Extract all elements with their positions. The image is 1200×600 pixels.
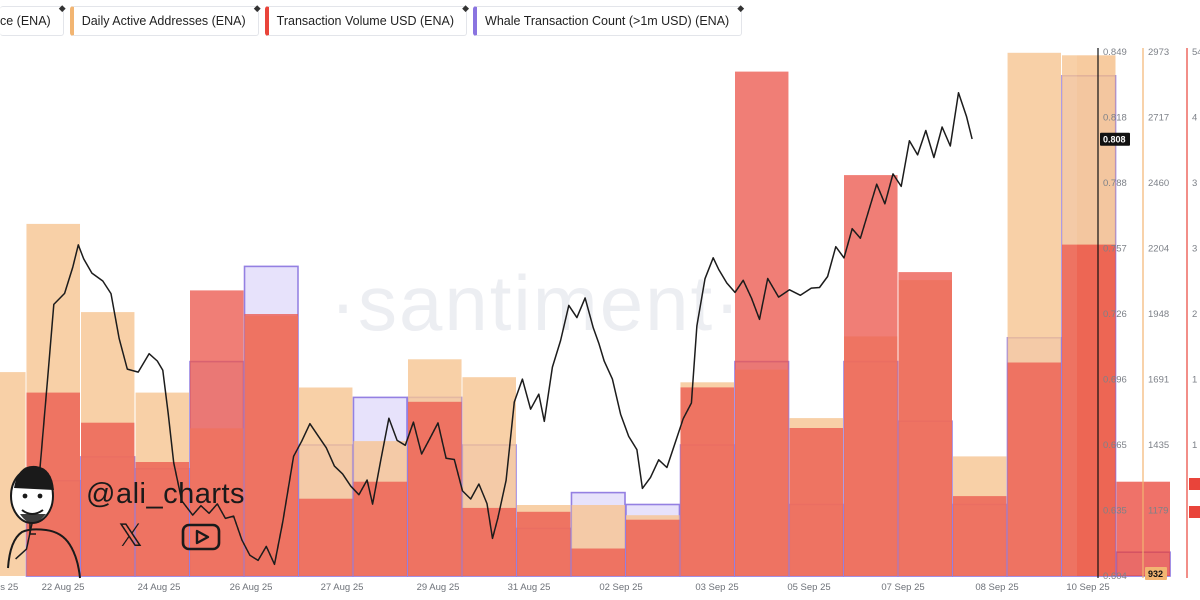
x-axis-tick: 24 Aug 25 [138,582,181,593]
bar-vol [626,519,680,576]
volume-axis-tick: 4 [1192,113,1197,124]
legend-item[interactable]: Daily Active Addresses (ENA) ◆ [69,3,261,36]
ethereum-icon: ◆ [58,3,66,13]
price-axis-tick: 0.849 [1103,47,1127,58]
bar-vol [353,481,407,576]
bar-vol [789,428,843,576]
legend: ce (ENA) ◆ Daily Active Addresses (ENA) ◆ Tr… [0,3,745,36]
price-current-badge [1100,132,1130,146]
avatar-illustration [7,465,81,579]
legend-label: Transaction Volume USD (ENA) [276,14,455,28]
ethereum-icon: ◆ [462,3,470,13]
daa-axis-tick: 1179 [1148,506,1168,517]
watermark: ·santiment· [330,259,742,347]
bar-vol [571,548,625,576]
price-layer [15,92,973,566]
daa-axis-tick: 2717 [1148,113,1169,124]
ethereum-icon: ◆ [737,3,745,13]
ethereum-icon: ◆ [253,3,261,13]
daa-axis-tick: 1435 [1148,440,1169,451]
legend-item[interactable]: Whale Transaction Count (>1m USD) (ENA) ◆ [473,3,745,36]
x-axis-tick: 10 Sep 25 [1066,582,1109,593]
youtube-icon [181,523,221,551]
x-icon: 𝕏 [118,518,143,553]
bar-vol [1007,362,1061,576]
bar-vol [844,175,898,576]
bar-vol [135,462,189,576]
bar-vol [898,272,952,576]
axes-layer: 0.849 0.818 0.788 0.757 0.726 0.696 0.665 0.635… [0,47,1200,593]
daa-axis-tick: 1691 [1148,375,1169,386]
bar-texture [0,52,1077,576]
x-axis-tick: 26 Aug 25 [230,582,273,593]
daa-axis-tick: 2204 [1148,244,1169,255]
x-axis-tick: 22 Aug 25 [42,582,85,593]
bars-layer [0,52,1171,577]
price-axis-tick: 0.604 [1103,571,1127,582]
volume-axis-tick: 3 [1192,244,1197,255]
x-axis-tick: 27 Aug 25 [321,582,364,593]
legend-label: ce (ENA) [0,14,51,28]
x-axis-tick: 31 Aug 25 [508,582,551,593]
x-axis-tick: 02 Sep 25 [599,582,642,593]
bar-vol [680,387,734,576]
daa-current-badge [1145,567,1167,580]
bar-vol [953,496,1007,576]
volume-axis-tick: 54 [1192,47,1200,58]
daa-axis-tick: 2973 [1148,47,1169,58]
legend-item[interactable]: Transaction Volume USD (ENA) ◆ [264,3,470,36]
x-axis-tick: 29 Aug 25 [417,582,460,593]
bar-vol [735,71,789,576]
daa-axis-tick: 1948 [1148,309,1169,320]
legend-label: Whale Transaction Count (>1m USD) (ENA) [485,14,730,28]
x-axis-tick: 03 Sep 25 [695,582,738,593]
price-line [15,92,973,566]
volume-current-badge [1189,478,1200,490]
bar-vol [81,422,135,576]
bar-vol [1062,244,1116,576]
volume-axis-tick: 1 [1192,440,1197,451]
bar-vol [190,290,244,576]
daa-current-value: 932 [1148,569,1163,579]
price-axis-tick: 0.665 [1103,440,1127,451]
x-axis-tick: 05 Sep 25 [787,582,830,593]
price-axis-tick: 0.635 [1103,506,1127,517]
bar-vol [299,498,353,576]
bar-vol [408,401,462,576]
price-axis-tick: 0.696 [1103,375,1127,386]
legend-label: Daily Active Addresses (ENA) [81,14,246,28]
price-current-value: 0.808 [1103,135,1126,145]
price-axis-tick: 0.818 [1103,113,1127,124]
price-axis-tick: 0.788 [1103,178,1127,189]
bar-vol [244,314,298,576]
x-axis-tick: gs 25 [0,582,18,593]
volume-axis-tick: 3 [1192,178,1197,189]
x-axis-tick: 07 Sep 25 [881,582,924,593]
volume-axis-tick: 2 [1192,309,1197,320]
handle-text: @ali_charts [86,478,246,510]
bar-vol [517,511,571,576]
volume-current-badge [1189,506,1200,518]
price-axis-tick: 0.726 [1103,309,1127,320]
legend-item[interactable]: ce (ENA) ◆ [0,3,66,36]
volume-axis-tick: 1 [1192,375,1197,386]
daa-axis-tick: 2460 [1148,178,1169,189]
price-axis-tick: 0.757 [1103,244,1127,255]
x-axis-tick: 08 Sep 25 [975,582,1018,593]
